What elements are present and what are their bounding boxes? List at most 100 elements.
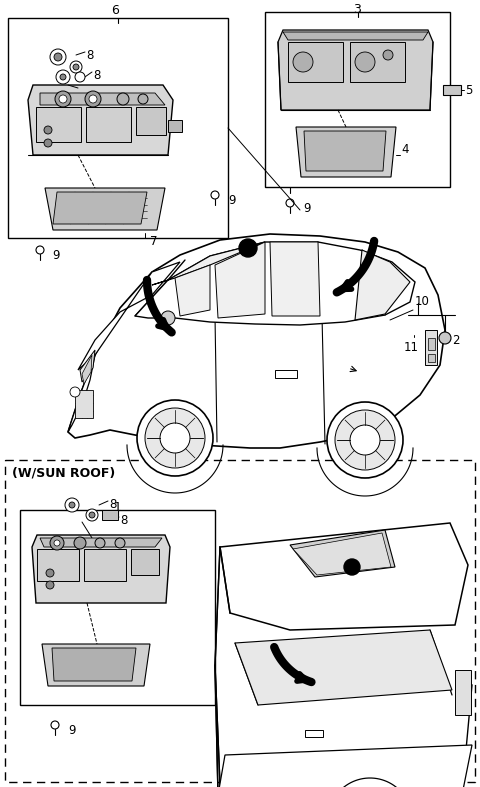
- Bar: [136, 107, 166, 135]
- Circle shape: [137, 400, 213, 476]
- Circle shape: [145, 408, 205, 468]
- Circle shape: [74, 537, 86, 549]
- Circle shape: [327, 402, 403, 478]
- Circle shape: [44, 139, 52, 147]
- Bar: [86, 107, 131, 142]
- Circle shape: [59, 95, 67, 103]
- Circle shape: [160, 423, 190, 453]
- Text: 9: 9: [228, 194, 236, 207]
- Circle shape: [60, 74, 66, 80]
- Circle shape: [70, 61, 82, 73]
- Text: 4: 4: [401, 143, 408, 156]
- Text: 11: 11: [404, 341, 419, 354]
- Text: 1: 1: [114, 501, 121, 514]
- Bar: [131, 549, 159, 575]
- Circle shape: [439, 332, 451, 344]
- Circle shape: [161, 311, 175, 325]
- Circle shape: [89, 512, 95, 518]
- Text: 10: 10: [415, 295, 430, 308]
- Circle shape: [85, 91, 101, 107]
- Circle shape: [293, 52, 313, 72]
- Circle shape: [344, 559, 360, 575]
- Bar: [305, 730, 323, 737]
- Polygon shape: [68, 355, 95, 432]
- Polygon shape: [40, 93, 165, 105]
- Text: 9: 9: [52, 249, 60, 262]
- Circle shape: [239, 239, 257, 257]
- Bar: [425, 330, 437, 365]
- Circle shape: [55, 91, 71, 107]
- Bar: [8, 18, 228, 238]
- Circle shape: [75, 72, 85, 82]
- Circle shape: [50, 536, 64, 550]
- Circle shape: [115, 538, 125, 548]
- Text: 5: 5: [465, 83, 472, 97]
- Text: 3: 3: [354, 3, 361, 16]
- Circle shape: [350, 425, 380, 455]
- Polygon shape: [220, 523, 468, 630]
- Polygon shape: [78, 262, 180, 370]
- Circle shape: [46, 569, 54, 577]
- Circle shape: [56, 70, 70, 84]
- Circle shape: [70, 387, 80, 397]
- Bar: [409, 318, 419, 330]
- Polygon shape: [135, 242, 415, 325]
- Polygon shape: [40, 538, 162, 547]
- Polygon shape: [52, 648, 136, 681]
- Text: 2: 2: [452, 334, 459, 347]
- Text: 9: 9: [303, 202, 311, 215]
- Polygon shape: [32, 535, 170, 603]
- Text: 8: 8: [120, 514, 127, 527]
- Polygon shape: [355, 250, 410, 320]
- Circle shape: [46, 581, 54, 589]
- Text: 8: 8: [93, 69, 100, 82]
- Circle shape: [89, 95, 97, 103]
- Polygon shape: [68, 234, 445, 448]
- Polygon shape: [80, 350, 95, 382]
- Bar: [406, 315, 431, 335]
- Bar: [37, 549, 79, 581]
- Polygon shape: [278, 30, 433, 110]
- Circle shape: [355, 52, 375, 72]
- Bar: [275, 370, 297, 378]
- Polygon shape: [42, 644, 150, 686]
- Polygon shape: [28, 85, 173, 155]
- Bar: [36, 107, 81, 142]
- Circle shape: [138, 94, 148, 104]
- Circle shape: [50, 49, 66, 65]
- Polygon shape: [215, 242, 265, 318]
- Polygon shape: [296, 127, 396, 177]
- Polygon shape: [45, 188, 165, 230]
- Bar: [265, 12, 450, 187]
- Text: (W/SUN ROOF): (W/SUN ROOF): [12, 466, 115, 479]
- Bar: [168, 120, 182, 132]
- Circle shape: [54, 540, 60, 546]
- Polygon shape: [175, 265, 210, 316]
- Bar: [443, 85, 461, 95]
- Bar: [428, 338, 435, 350]
- Polygon shape: [290, 530, 395, 577]
- Text: 6: 6: [111, 4, 119, 17]
- Polygon shape: [53, 192, 147, 224]
- Circle shape: [54, 53, 62, 61]
- Bar: [288, 42, 343, 82]
- Circle shape: [69, 502, 75, 508]
- Bar: [75, 390, 93, 418]
- Polygon shape: [82, 355, 92, 384]
- Circle shape: [86, 509, 98, 521]
- Polygon shape: [218, 745, 472, 787]
- Bar: [84, 549, 126, 581]
- Polygon shape: [283, 32, 428, 40]
- Bar: [20, 510, 215, 705]
- Text: 8: 8: [109, 498, 116, 511]
- Circle shape: [117, 93, 129, 105]
- Bar: [102, 510, 118, 520]
- Circle shape: [44, 126, 52, 134]
- Circle shape: [73, 64, 79, 70]
- Polygon shape: [270, 242, 320, 316]
- Text: 8: 8: [86, 49, 94, 62]
- Circle shape: [95, 538, 105, 548]
- Polygon shape: [304, 131, 386, 171]
- Polygon shape: [293, 533, 391, 575]
- Circle shape: [335, 410, 395, 470]
